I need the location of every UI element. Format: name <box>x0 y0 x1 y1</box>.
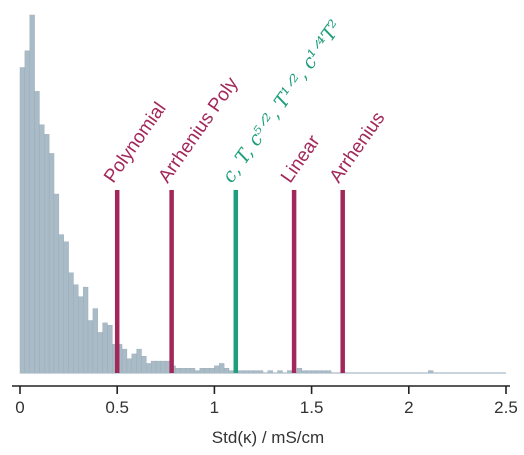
histogram-bar <box>48 153 55 374</box>
marker-label: Linear <box>277 131 325 187</box>
histogram-bar <box>34 91 40 374</box>
histogram-bar <box>44 134 50 374</box>
histogram-bar <box>82 286 89 374</box>
histogram-bar <box>199 368 205 374</box>
histogram-bar <box>58 234 64 374</box>
histogram-bar <box>146 363 152 374</box>
x-tick-label: 2 <box>404 398 413 417</box>
histogram-bar <box>68 272 74 374</box>
histogram-bar <box>185 368 191 374</box>
histogram-bar <box>29 14 35 374</box>
x-axis-ticks: 0 0.5 1 1.5 2 2.5 <box>15 386 518 417</box>
x-tick-label: 2.5 <box>494 398 518 417</box>
histogram-bar <box>97 332 103 374</box>
histogram-bar <box>92 308 98 374</box>
histogram-bar <box>160 360 167 374</box>
histogram-bars <box>19 14 506 374</box>
histogram-bar <box>219 363 225 374</box>
histogram-bar <box>131 353 137 374</box>
x-axis-title: Std(κ) / mS/cm <box>212 428 324 447</box>
histogram-bar <box>189 368 196 374</box>
histogram-bar <box>121 348 128 374</box>
histogram-bar <box>204 368 210 374</box>
histogram-bar <box>214 365 220 374</box>
histogram-bar <box>78 296 84 374</box>
histogram-bar <box>39 124 45 374</box>
histogram-bar <box>136 348 142 374</box>
marker-label: c, T, c⁵ᐟ², T¹ᐟ², c¹ᐟ⁴T² <box>218 16 347 187</box>
histogram-bar <box>107 325 113 374</box>
x-tick-label: 1 <box>210 398 219 417</box>
histogram-bar <box>223 368 230 374</box>
histogram-bar <box>102 322 108 374</box>
histogram-bar <box>73 284 79 374</box>
histogram-bar <box>209 368 215 374</box>
histogram-bar <box>151 360 157 374</box>
histogram-bar <box>87 320 94 374</box>
histogram-bar <box>180 368 186 374</box>
x-tick-label: 0.5 <box>105 398 129 417</box>
x-tick-label: 0 <box>15 398 24 417</box>
histogram-bar <box>175 368 181 374</box>
histogram-bar <box>24 50 30 374</box>
histogram-bar <box>126 358 132 374</box>
histogram-bar <box>296 368 303 374</box>
x-tick-label: 1.5 <box>300 398 324 417</box>
histogram-bar <box>141 356 147 374</box>
marker-label: Arrhenius <box>326 108 390 187</box>
histogram-bar <box>19 67 26 374</box>
histogram-bar <box>155 360 162 374</box>
histogram-bar <box>63 241 69 374</box>
histogram-bar <box>53 193 60 374</box>
